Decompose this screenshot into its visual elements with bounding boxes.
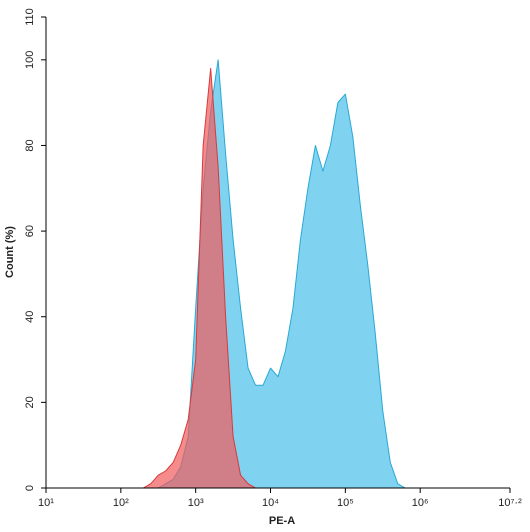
x-tick-label: 10⁵ (337, 497, 354, 509)
y-tick-label: 110 (24, 8, 36, 26)
x-tick-label: 10⁶ (412, 497, 429, 509)
y-tick-label: 40 (24, 311, 36, 323)
x-tick-label: 10¹ (38, 497, 54, 509)
x-axis-title: PE-A (269, 515, 295, 527)
x-tick-label: 10⁴ (262, 497, 279, 509)
x-tick-label: 10² (113, 497, 129, 509)
x-tick-label: 10⁷·² (498, 497, 522, 509)
x-tick-label: 10³ (188, 497, 204, 509)
y-axis-title: Count (%) (4, 226, 16, 278)
y-tick-label: 60 (24, 225, 36, 237)
y-tick-label: 0 (24, 485, 36, 491)
area (120, 59, 421, 489)
y-tick-label: 20 (24, 396, 36, 408)
y-tick-label: 100 (24, 51, 36, 69)
y-tick-label: 80 (24, 139, 36, 151)
